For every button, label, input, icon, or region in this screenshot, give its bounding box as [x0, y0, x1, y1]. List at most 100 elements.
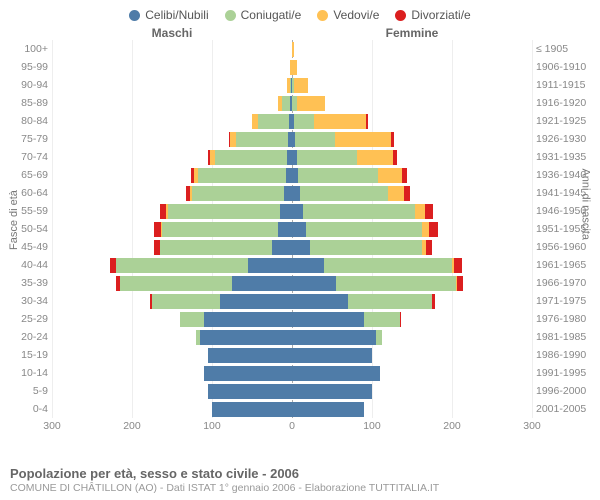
bar-segment [162, 222, 278, 237]
chart-title: Popolazione per età, sesso e stato civil… [10, 466, 590, 481]
age-label: 75-79 [10, 133, 52, 145]
bar-segment [454, 258, 462, 273]
bar-segment [402, 168, 407, 183]
bar-segment [306, 222, 422, 237]
bar-pair [52, 400, 532, 418]
bar-segment [248, 258, 292, 273]
bar-segment [292, 204, 303, 219]
bar-segment [292, 402, 364, 417]
age-row: 85-891916-1920 [10, 94, 590, 112]
bar-segment [378, 168, 402, 183]
bar-pair [52, 58, 532, 76]
bar-segment [376, 330, 382, 345]
bar-segment [388, 186, 404, 201]
column-headers: Maschi Femmine [10, 26, 590, 40]
age-label: 95-99 [10, 61, 52, 73]
legend-item: Coniugati/e [225, 8, 302, 22]
bar-pair [52, 220, 532, 238]
legend-swatch [317, 10, 328, 21]
age-label: 40-44 [10, 259, 52, 271]
age-label: 20-24 [10, 331, 52, 343]
age-label: 0-4 [10, 403, 52, 415]
bar-segment [208, 348, 292, 363]
age-label: 5-9 [10, 385, 52, 397]
bar-pair [52, 364, 532, 382]
age-row: 25-29 1976-1980 [10, 310, 590, 328]
bar-segment [300, 186, 388, 201]
bar-segment [258, 114, 288, 129]
bar-segment [280, 204, 292, 219]
birth-year-label: 1966-1970 [532, 277, 590, 289]
age-label: 50-54 [10, 223, 52, 235]
birth-year-label: 1916-1920 [532, 97, 590, 109]
birth-year-label: 1931-1935 [532, 151, 590, 163]
age-label: 90-94 [10, 79, 52, 91]
age-label: 35-39 [10, 277, 52, 289]
birth-year-label: 1956-1960 [532, 241, 590, 253]
bar-segment [116, 258, 248, 273]
bar-pair [52, 184, 532, 202]
age-label: 65-69 [10, 169, 52, 181]
bar-pair [52, 310, 532, 328]
bar-segment [297, 96, 325, 111]
bar-segment [204, 312, 292, 327]
bar-segment [154, 222, 161, 237]
bar-segment [303, 204, 415, 219]
age-row: 30-34 1971-1975 [10, 292, 590, 310]
age-row: 15-19 1986-1990 [10, 346, 590, 364]
bar-segment [284, 186, 292, 201]
bar-segment [292, 276, 336, 291]
bar-segment [292, 222, 306, 237]
birth-year-label: 1981-1985 [532, 331, 590, 343]
bar-segment [292, 42, 294, 57]
bar-segment [215, 150, 287, 165]
x-tick: 100 [363, 420, 381, 432]
bar-segment [294, 78, 308, 93]
legend-swatch [129, 10, 140, 21]
bar-pair [52, 274, 532, 292]
age-row: 0-42001-2005 [10, 400, 590, 418]
bar-pair [52, 94, 532, 112]
birth-year-label: 1971-1975 [532, 295, 590, 307]
legend-label: Celibi/Nubili [145, 8, 208, 22]
age-row: 95-991906-1910 [10, 58, 590, 76]
bar-segment [120, 276, 232, 291]
bar-segment [357, 150, 393, 165]
chart-subtitle: COMUNE DI CHÂTILLON (AO) - Dati ISTAT 1°… [10, 482, 590, 494]
bar-segment [232, 276, 292, 291]
birth-year-label: 1936-1940 [532, 169, 590, 181]
legend-label: Vedovi/e [333, 8, 379, 22]
x-tick: 200 [123, 420, 141, 432]
birth-year-label: 1921-1925 [532, 115, 590, 127]
birth-year-label: 1986-1990 [532, 349, 590, 361]
bar-segment [198, 168, 286, 183]
bar-segment [152, 294, 220, 309]
birth-year-label: 1961-1965 [532, 259, 590, 271]
age-label: 25-29 [10, 313, 52, 325]
bar-segment [295, 132, 335, 147]
legend-swatch [225, 10, 236, 21]
bar-segment [292, 258, 324, 273]
age-label: 15-19 [10, 349, 52, 361]
legend-label: Divorziati/e [411, 8, 470, 22]
legend: Celibi/Nubili Coniugati/e Vedovi/e Divorzia… [10, 8, 590, 22]
legend-label: Coniugati/e [241, 8, 302, 22]
bar-segment [272, 240, 292, 255]
birth-year-label: 1926-1930 [532, 133, 590, 145]
age-label: 45-49 [10, 241, 52, 253]
bar-segment [298, 168, 378, 183]
bar-segment [294, 114, 314, 129]
x-tick: 100 [203, 420, 221, 432]
age-row: 35-39 1966-1970 [10, 274, 590, 292]
bar-pair [52, 40, 532, 58]
birth-year-label: 1976-1980 [532, 313, 590, 325]
bar-segment [314, 114, 366, 129]
x-axis: 3002001000100200300 [10, 420, 590, 434]
bar-segment [212, 402, 292, 417]
age-row: 75-79 1926-1930 [10, 130, 590, 148]
age-label: 80-84 [10, 115, 52, 127]
age-row: 80-84 1921-1925 [10, 112, 590, 130]
bar-segment [364, 312, 400, 327]
bar-segment [168, 204, 280, 219]
age-label: 30-34 [10, 295, 52, 307]
